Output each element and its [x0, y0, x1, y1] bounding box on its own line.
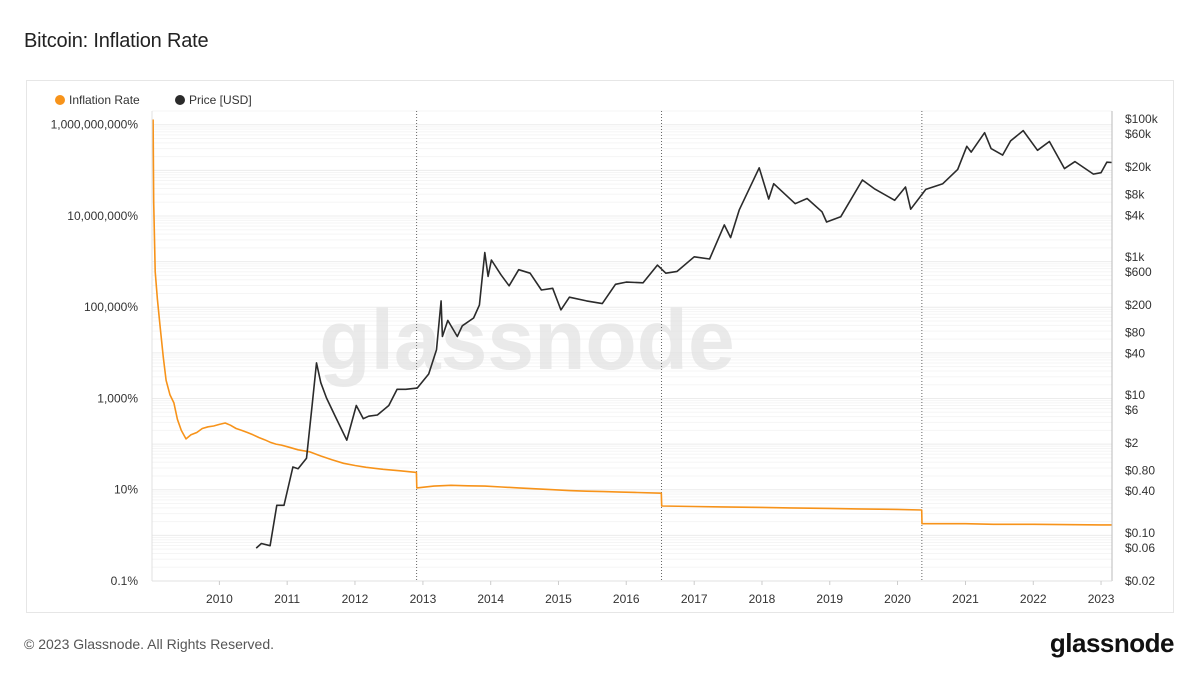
y-right-tick-label: $600 [1125, 265, 1152, 279]
grid-lines [152, 110, 1112, 582]
y-right-tick-label: $0.10 [1125, 526, 1155, 540]
legend-price-usd-label: Price [USD] [189, 93, 252, 107]
y-right-tick-label: $6 [1125, 403, 1139, 417]
y-left-tick-label: 1,000,000,000% [51, 118, 139, 132]
y-right-tick-label: $0.80 [1125, 463, 1155, 477]
y-right-tick-label: $200 [1125, 298, 1152, 312]
page-title: Bitcoin: Inflation Rate [24, 30, 209, 52]
copyright-text: © 2023 Glassnode. All Rights Reserved. [24, 636, 275, 652]
x-tick-label: 2015 [545, 592, 572, 606]
legend-inflation-rate-label: Inflation Rate [69, 93, 140, 107]
y-right-tick-label: $60k [1125, 127, 1152, 141]
y-right-tick-label: $80 [1125, 326, 1145, 340]
y-right-tick-label: $0.06 [1125, 541, 1155, 555]
y-right-tick-label: $100k [1125, 112, 1159, 126]
x-tick-label: 2021 [952, 592, 979, 606]
y-right-tick-label: $20k [1125, 160, 1152, 174]
price-usd-line [255, 129, 1113, 549]
axes: 1,000,000,000% 10,000,000% 100,000% 1,000% 1… [51, 111, 1159, 606]
y-left-tick-label: 100,000% [84, 300, 138, 314]
legend-price-usd-marker [175, 95, 185, 105]
x-tick-label: 2010 [206, 592, 233, 606]
x-tick-label: 2016 [613, 592, 640, 606]
y-right-tick-label: $0.02 [1125, 574, 1155, 588]
y-left-tick-label: 10,000,000% [67, 209, 138, 223]
y-right-tick-label: $10 [1125, 388, 1145, 402]
x-tick-label: 2011 [274, 592, 300, 606]
halving-markers [416, 111, 923, 581]
y-right-tick-label: $40 [1125, 346, 1145, 360]
inflation-rate-line [152, 119, 1112, 526]
x-tick-label: 2020 [884, 592, 911, 606]
x-tick-label: 2023 [1088, 592, 1115, 606]
x-tick-label: 2018 [749, 592, 776, 606]
x-tick-label: 2022 [1020, 592, 1047, 606]
y-left-tick-label: 10% [114, 483, 138, 497]
x-tick-label: 2019 [816, 592, 843, 606]
y-left-tick-label: 1,000% [97, 391, 138, 405]
y-right-tick-label: $4k [1125, 208, 1145, 222]
legend-inflation-rate-marker [55, 95, 65, 105]
watermark-logo: glassnode [319, 293, 734, 387]
x-tick-label: 2012 [342, 592, 369, 606]
y-left-tick-label: 0.1% [111, 574, 139, 588]
y-right-tick-label: $1k [1125, 250, 1145, 264]
legend[interactable]: Inflation Rate Price [USD] [55, 93, 252, 107]
y-right-tick-label: $8k [1125, 188, 1145, 202]
x-tick-label: 2013 [410, 592, 437, 606]
y-right-tick-label: $0.40 [1125, 484, 1155, 498]
inflation-price-chart: glassnode 1,000,000,000% 10,000,000% 100,0… [51, 93, 1159, 606]
y-right-tick-label: $2 [1125, 436, 1139, 450]
x-tick-label: 2014 [477, 592, 504, 606]
glassnode-logo[interactable]: glassnode [1049, 628, 1175, 658]
x-tick-label: 2017 [681, 592, 708, 606]
series-lines [152, 119, 1113, 549]
chart-panel: glassnode 1,000,000,000% 10,000,000% 100,0… [26, 80, 1174, 613]
